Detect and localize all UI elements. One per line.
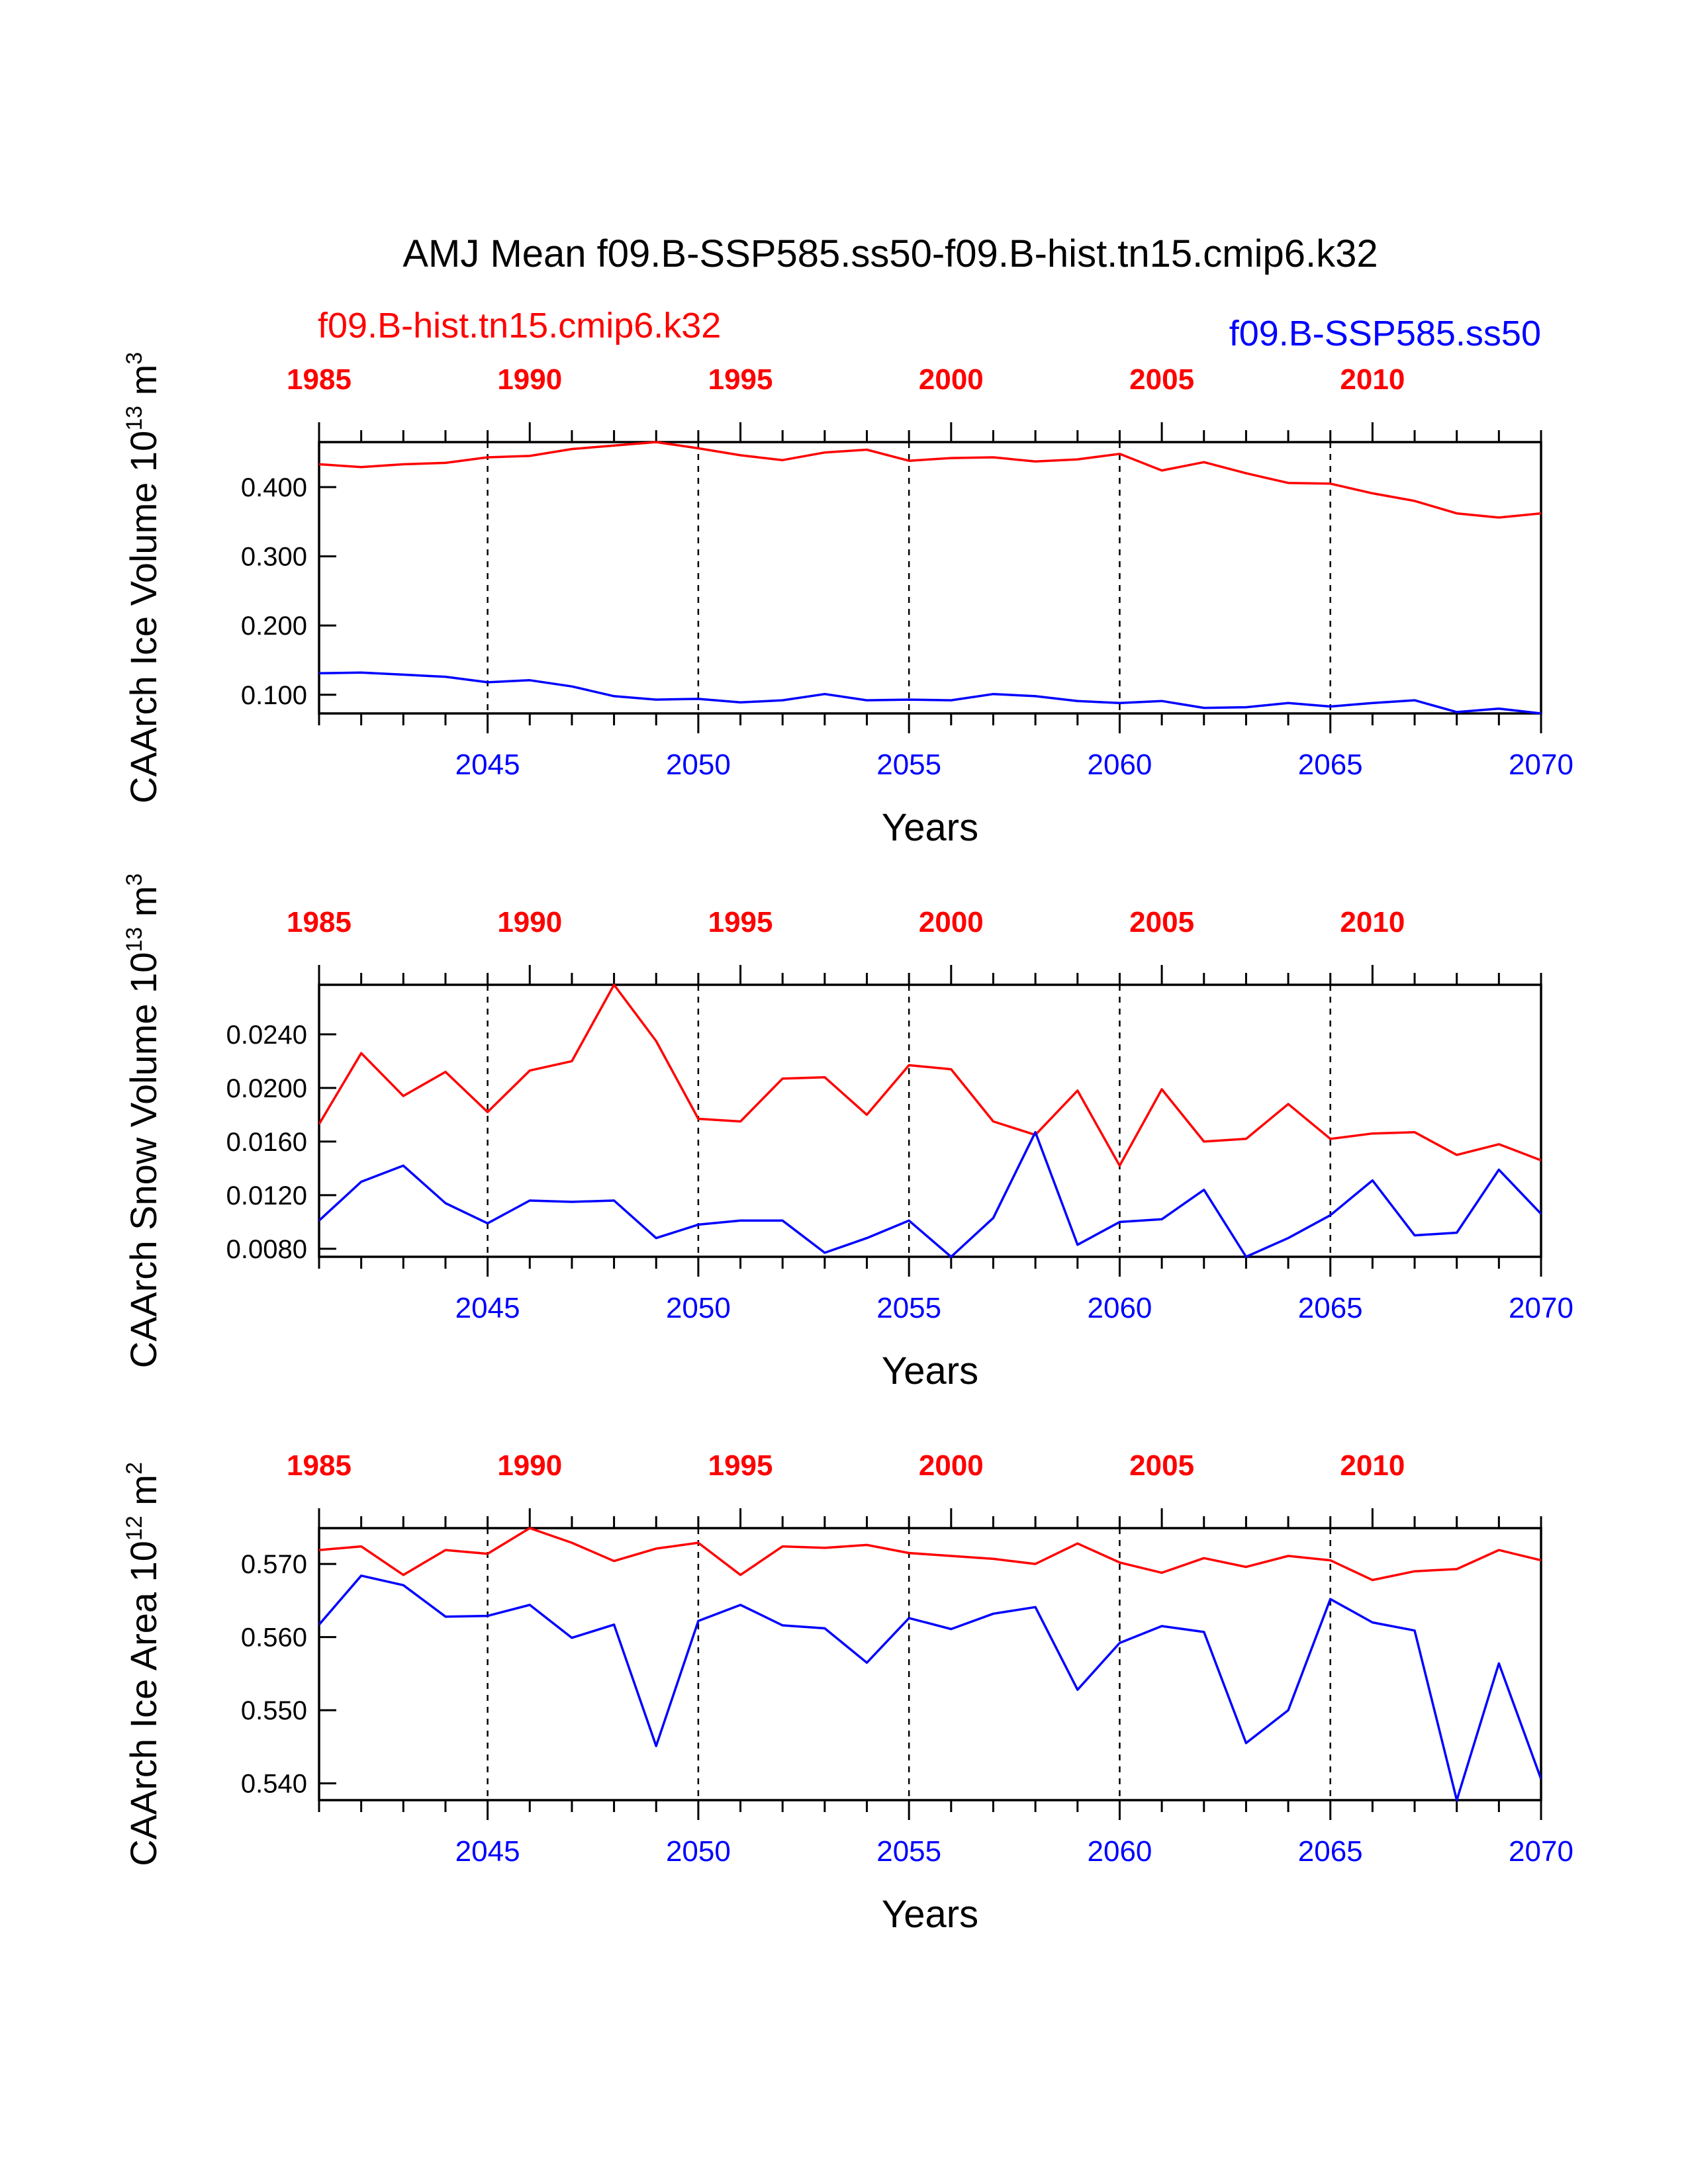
x-axis-label: Years (882, 1893, 978, 1936)
x-bottom-tick-label: 2060 (1088, 749, 1152, 781)
series-line-hist (319, 1527, 1541, 1582)
x-top-tick-label: 2010 (1340, 1449, 1405, 1482)
x-bottom-tick-label: 2060 (1088, 1292, 1152, 1324)
x-top-tick-label: 2000 (919, 363, 984, 396)
x-top-tick-label: 1990 (497, 906, 562, 938)
panel-3: 2045 2050 2055 2060 2065 2070 1985 1990 1995 2000… (122, 1449, 1573, 1936)
x-top-tick-label: 1995 (708, 363, 773, 396)
series-line-ssp (319, 1130, 1541, 1258)
y-axis-label-part: m (122, 365, 164, 406)
y-axis-label-part: CAArch Ice Area 10 (122, 1541, 164, 1866)
x-top-tick-label: 2005 (1129, 906, 1194, 938)
legend-hist-label: f09.B-hist.tn15.cmip6.k32 (318, 306, 721, 345)
x-bottom-tick-label: 2065 (1298, 749, 1363, 781)
y-tick-label: 0.300 (241, 543, 307, 572)
y-axis-label-part: CAArch Snow Volume 10 (122, 952, 164, 1369)
x-bottom-tick-label: 2055 (876, 1835, 941, 1868)
y-axis-label-part: CAArch Ice Volume 10 (122, 431, 164, 803)
y-tick-label: 0.0240 (226, 1021, 307, 1050)
x-bottom-tick-label: 2050 (666, 749, 731, 781)
x-bottom-tick-label: 2065 (1298, 1292, 1363, 1324)
y-axis-label-superscript: 3 (122, 874, 147, 886)
series-line-ssp (319, 1574, 1541, 1801)
y-tick-label: 0.200 (241, 612, 307, 641)
y-tick-label: 0.100 (241, 681, 307, 710)
y-axis-label-superscript: 12 (122, 1516, 147, 1541)
y-tick-label: 0.540 (241, 1770, 307, 1799)
x-bottom-tick-label: 2050 (666, 1292, 731, 1324)
x-bottom-tick-label: 2065 (1298, 1835, 1363, 1868)
y-axis-label-superscript: 2 (122, 1462, 147, 1475)
y-axis-label-part: m (122, 1475, 164, 1516)
y-axis-label-superscript: 3 (122, 352, 147, 365)
x-bottom-tick-label: 2045 (455, 1292, 520, 1324)
panel-2: 2045 2050 2055 2060 2065 2070 1985 1990 1995 2000… (122, 874, 1573, 1392)
panels: 2045 2050 2055 2060 2065 2070 1985 1990 1995 2000… (122, 352, 1573, 1936)
y-axis-label: CAArch Snow Volume 1013 m3 (122, 874, 164, 1369)
y-axis-label-superscript: 13 (122, 927, 147, 952)
series-line-hist (319, 441, 1541, 519)
y-tick-label: 0.0160 (226, 1128, 307, 1157)
x-axis-label: Years (882, 1349, 978, 1392)
x-axis-label: Years (882, 806, 978, 849)
plot-frame (318, 441, 1542, 715)
x-bottom-tick-label: 2045 (455, 749, 520, 781)
y-tick-label: 0.560 (241, 1623, 307, 1653)
x-bottom-tick-label: 2070 (1509, 749, 1573, 781)
x-top-tick-label: 1985 (287, 906, 352, 938)
y-axis-label-superscript: 13 (122, 406, 147, 431)
y-tick-label: 0.570 (241, 1550, 307, 1579)
x-bottom-tick-label: 2045 (455, 1835, 520, 1868)
plot-frame (318, 1527, 1542, 1801)
x-top-tick-label: 2000 (919, 1449, 984, 1482)
x-bottom-tick-label: 2070 (1509, 1835, 1573, 1868)
series-line-hist (319, 983, 1541, 1167)
x-top-tick-label: 1985 (287, 363, 352, 396)
x-top-tick-label: 2005 (1129, 1449, 1194, 1482)
x-top-tick-label: 1995 (708, 906, 773, 938)
y-axis-label-part: m (122, 886, 164, 927)
x-top-tick-label: 1985 (287, 1449, 352, 1482)
panel-1: 2045 2050 2055 2060 2065 2070 1985 1990 1995 2000… (122, 352, 1573, 849)
x-top-tick-label: 1995 (708, 1449, 773, 1482)
legend-ssp-label: f09.B-SSP585.ss50 (1229, 314, 1541, 353)
y-tick-label: 0.400 (241, 473, 307, 502)
x-bottom-tick-label: 2050 (666, 1835, 731, 1868)
x-top-tick-label: 2010 (1340, 906, 1405, 938)
x-bottom-tick-label: 2055 (876, 1292, 941, 1324)
x-bottom-tick-label: 2060 (1088, 1835, 1152, 1868)
x-top-tick-label: 1990 (497, 363, 562, 396)
y-axis-label: CAArch Ice Area 1012 m2 (122, 1462, 164, 1866)
x-top-tick-label: 1990 (497, 1449, 562, 1482)
y-tick-label: 0.550 (241, 1696, 307, 1725)
x-bottom-tick-label: 2070 (1509, 1292, 1573, 1324)
x-bottom-tick-label: 2055 (876, 749, 941, 781)
y-tick-label: 0.0120 (226, 1181, 307, 1210)
y-axis-label: CAArch Ice Volume 1013 m3 (122, 352, 164, 803)
x-top-tick-label: 2010 (1340, 363, 1405, 396)
x-top-tick-label: 2000 (919, 906, 984, 938)
figure-title: AMJ Mean f09.B-SSP585.ss50-f09.B-hist.tn… (402, 232, 1378, 275)
series-line-ssp (319, 671, 1541, 715)
plot-frame (318, 983, 1542, 1258)
x-top-tick-label: 2005 (1129, 363, 1194, 396)
y-tick-label: 0.0200 (226, 1074, 307, 1103)
y-tick-label: 0.0080 (226, 1235, 307, 1264)
